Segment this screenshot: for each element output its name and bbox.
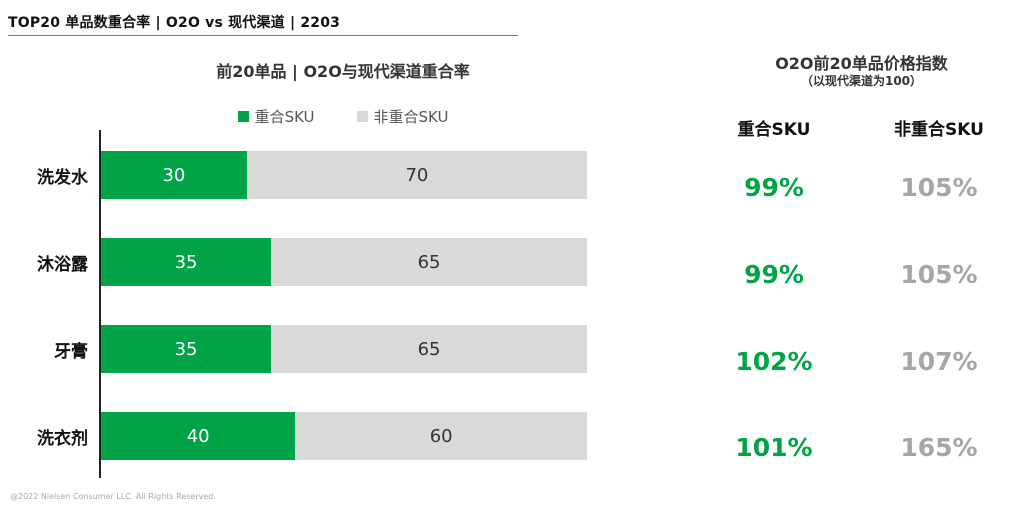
stacked-bar: 35 65 (101, 238, 587, 286)
bar-segment-non-overlap: 70 (246, 151, 587, 199)
price-index-subtitle: （以现代渠道为100） (800, 74, 923, 88)
price-index-non-overlap: 105% (900, 173, 978, 202)
category-label: 洗衣剂 (37, 429, 88, 449)
column-header-overlap: 重合SKU (737, 120, 811, 140)
price-index-non-overlap: 105% (900, 260, 978, 289)
price-index-overlap: 101% (735, 433, 813, 462)
bar-segment-overlap: 35 (101, 238, 272, 286)
y-axis-line (99, 130, 101, 478)
price-index-overlap: 102% (735, 347, 813, 376)
chart-title: 前20单品 | O2O与现代渠道重合率 (216, 62, 470, 81)
title-divider (8, 35, 518, 36)
category-label: 沐浴露 (37, 255, 88, 275)
stacked-bar: 30 70 (101, 151, 587, 199)
stacked-bar: 40 60 (101, 412, 587, 460)
column-header-non-overlap: 非重合SKU (894, 120, 984, 140)
price-index-overlap: 99% (744, 173, 804, 202)
bar-segment-overlap: 40 (101, 412, 296, 460)
price-index-overlap: 99% (744, 260, 804, 289)
bar-segment-non-overlap: 65 (271, 325, 587, 373)
legend-swatch-green-icon (237, 111, 249, 122)
price-index-title: O2O前20单品价格指数 (775, 54, 948, 73)
stacked-bar: 35 65 (101, 325, 587, 373)
chart-legend: 重合SKU 非重合SKU (100, 106, 586, 127)
bar-segment-overlap: 30 (101, 151, 247, 199)
legend-swatch-grey-icon (356, 111, 368, 122)
legend-label: 非重合SKU (373, 108, 449, 126)
price-index-non-overlap: 165% (900, 433, 978, 462)
copyright-footer: @2022 Nielsen Consumer LLC. All Rights R… (10, 492, 216, 501)
bar-segment-non-overlap: 60 (295, 412, 587, 460)
legend-item-overlap: 重合SKU (237, 106, 315, 127)
page-title: TOP20 单品数重合率 | O2O vs 现代渠道 | 2203 (8, 15, 341, 31)
legend-item-non-overlap: 非重合SKU (356, 106, 449, 127)
bar-segment-non-overlap: 65 (271, 238, 587, 286)
category-label: 牙膏 (54, 342, 88, 362)
price-index-non-overlap: 107% (900, 347, 978, 376)
bar-segment-overlap: 35 (101, 325, 272, 373)
legend-label: 重合SKU (254, 108, 315, 126)
category-label: 洗发水 (37, 168, 88, 188)
